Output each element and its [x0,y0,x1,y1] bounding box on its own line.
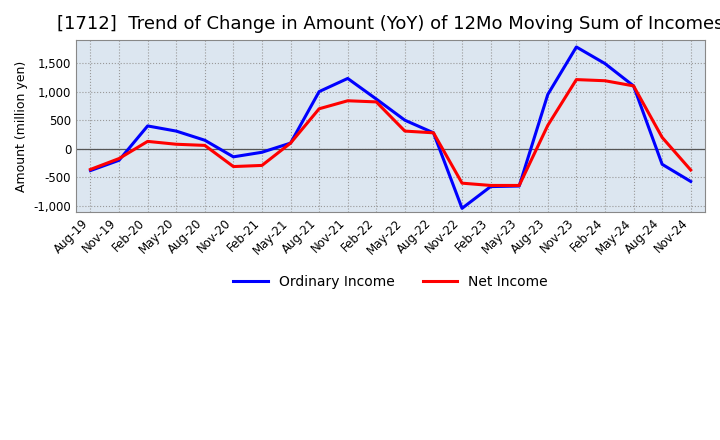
Net Income [229,164,238,169]
Net Income [343,98,352,103]
Net Income [629,83,638,88]
Ordinary Income [114,158,123,163]
Ordinary Income [686,179,695,184]
Net Income [486,183,495,188]
Net Income [172,142,181,147]
Ordinary Income [400,117,409,123]
Ordinary Income [515,183,523,189]
Net Income [200,143,209,148]
Title: [1712]  Trend of Change in Amount (YoY) of 12Mo Moving Sum of Incomes: [1712] Trend of Change in Amount (YoY) o… [58,15,720,33]
Ordinary Income [544,92,552,97]
Net Income [372,99,381,105]
Net Income [458,180,467,186]
Net Income [544,123,552,128]
Net Income [315,106,323,111]
Net Income [429,130,438,136]
Ordinary Income [458,205,467,211]
Ordinary Income [200,138,209,143]
Line: Ordinary Income: Ordinary Income [91,47,690,208]
Ordinary Income [86,168,95,173]
Line: Net Income: Net Income [91,80,690,185]
Ordinary Income [486,184,495,189]
Net Income [600,78,609,83]
Ordinary Income [629,83,638,88]
Net Income [686,167,695,172]
Ordinary Income [343,76,352,81]
Ordinary Income [258,150,266,155]
Ordinary Income [658,161,667,167]
Net Income [515,183,523,188]
Net Income [114,156,123,161]
Net Income [287,140,295,146]
Ordinary Income [229,154,238,159]
Net Income [572,77,581,82]
Ordinary Income [372,96,381,102]
Net Income [86,167,95,172]
Ordinary Income [315,89,323,94]
Y-axis label: Amount (million yen): Amount (million yen) [15,60,28,191]
Net Income [143,139,152,144]
Legend: Ordinary Income, Net Income: Ordinary Income, Net Income [228,269,554,294]
Net Income [400,128,409,134]
Ordinary Income [172,128,181,134]
Net Income [258,163,266,168]
Ordinary Income [287,140,295,146]
Ordinary Income [143,123,152,128]
Ordinary Income [572,44,581,50]
Ordinary Income [429,130,438,136]
Net Income [658,135,667,140]
Ordinary Income [600,61,609,66]
